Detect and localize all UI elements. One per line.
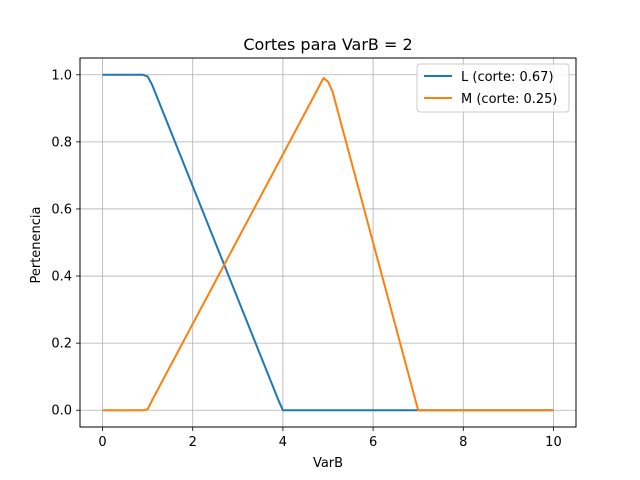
grid [80, 58, 576, 427]
plot-frame [79, 57, 577, 428]
y-tick-label: 0.8 [51, 135, 72, 150]
x-tick-label: 2 [189, 435, 197, 450]
x-tick-label: 10 [545, 435, 562, 450]
legend: L (corte: 0.67) M (corte: 0.25) [416, 63, 570, 113]
ticks: 0 2 4 6 8 10 0.0 0.2 0.4 0.6 0.8 1.0 [51, 68, 561, 450]
x-tick-label: 4 [279, 435, 287, 450]
y-tick-label: 0.4 [51, 270, 72, 285]
legend-label-m: M (corte: 0.25) [461, 92, 558, 107]
x-tick-label: 8 [459, 435, 467, 450]
y-tick-label: 0.2 [51, 337, 72, 352]
y-axis-label: Pertenencia [29, 206, 44, 283]
x-tick-label: 0 [98, 435, 106, 450]
series-line-l [102, 73, 554, 412]
y-tick-label: 1.0 [51, 68, 72, 83]
chart-title: Cortes para VarB = 2 [243, 35, 412, 54]
series-group [102, 73, 554, 412]
x-tick-label: 6 [369, 435, 377, 450]
legend-label-l: L (corte: 0.67) [461, 70, 554, 85]
y-tick-label: 0.0 [51, 404, 72, 419]
series-line-m [102, 77, 554, 412]
legend-box [416, 63, 570, 113]
x-axis-label: VarB [313, 456, 343, 471]
y-tick-label: 0.6 [51, 202, 72, 217]
